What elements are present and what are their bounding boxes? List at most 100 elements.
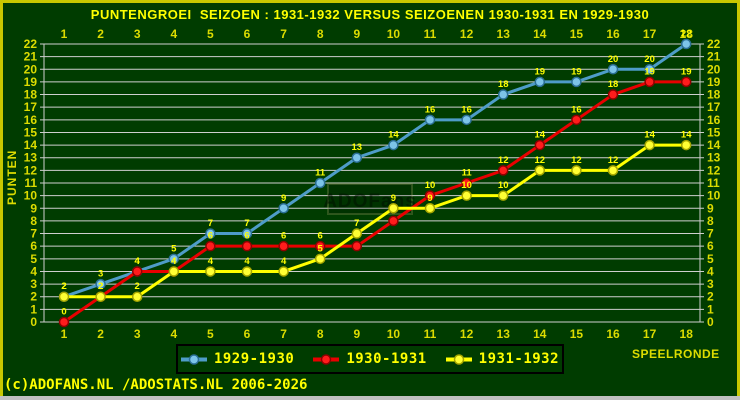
plot-frame	[43, 43, 701, 323]
svg-text:11: 11	[424, 327, 437, 341]
copyright-text: (c)ADOFANS.NL /ADOSTATS.NL 2006-2026	[4, 377, 308, 393]
svg-text:10: 10	[387, 27, 401, 41]
x-axis-labels: 1122334455667788991010111112121313141415…	[61, 27, 694, 341]
data-point-marker	[497, 165, 509, 176]
data-point-label: 4	[208, 256, 214, 267]
svg-text:13: 13	[497, 27, 511, 41]
data-point-marker	[607, 89, 619, 100]
legend-item-label: 1929-1930	[213, 351, 295, 367]
legend-item-1929-1930: 1929-1930	[180, 351, 295, 367]
series-line	[63, 80, 687, 324]
svg-text:15: 15	[24, 125, 38, 139]
data-point-label: 14	[535, 130, 546, 141]
svg-text:18: 18	[680, 327, 694, 341]
x-axis-title: SPEELRONDE	[632, 347, 720, 361]
data-point-label: 9	[281, 193, 286, 204]
legend-item-1931-1932: 1931-1932	[445, 351, 560, 367]
data-point-marker	[680, 139, 692, 151]
data-point-marker	[95, 278, 106, 290]
data-point-marker	[241, 240, 253, 252]
svg-text:8: 8	[30, 214, 37, 228]
svg-text:7: 7	[707, 227, 714, 241]
svg-text:13: 13	[497, 327, 511, 341]
data-point-label: 3	[98, 269, 103, 280]
svg-text:15: 15	[570, 327, 584, 341]
data-point-label: 4	[281, 256, 287, 267]
data-point-marker	[388, 215, 399, 227]
svg-text:22: 22	[24, 37, 38, 51]
svg-text:1: 1	[30, 302, 37, 316]
data-point-label: 12	[535, 155, 546, 166]
data-point-marker	[424, 114, 436, 126]
data-point-label: 16	[461, 104, 472, 115]
data-point-marker	[351, 240, 363, 252]
data-point-label: 0	[61, 307, 66, 318]
svg-text:12: 12	[707, 163, 721, 177]
svg-text:14: 14	[24, 138, 38, 152]
svg-text:6: 6	[707, 239, 714, 253]
legend-marker-icon	[180, 353, 207, 365]
svg-text:6: 6	[30, 239, 37, 253]
legend-item-1930-1931: 1930-1931	[313, 351, 426, 367]
data-point-marker	[351, 228, 363, 239]
data-point-label: 4	[171, 256, 177, 267]
data-point-label: 4	[135, 256, 141, 267]
legend-item-label: 1930-1931	[346, 351, 427, 367]
data-point-label: 16	[571, 104, 582, 115]
svg-text:3: 3	[707, 277, 714, 291]
svg-text:6: 6	[244, 27, 251, 41]
data-point-marker	[571, 114, 582, 126]
data-point-label: 11	[462, 168, 473, 179]
svg-text:16: 16	[606, 327, 620, 341]
data-point-marker	[607, 165, 619, 176]
svg-text:22: 22	[707, 37, 721, 51]
svg-text:16: 16	[24, 113, 38, 127]
data-point-marker	[168, 253, 180, 265]
data-point-marker	[424, 203, 436, 214]
data-point-marker	[388, 203, 399, 214]
data-point-marker	[58, 291, 70, 302]
data-point-label: 10	[498, 180, 509, 191]
data-point-label: 9	[391, 193, 396, 204]
data-point-marker	[497, 89, 509, 100]
svg-text:2: 2	[97, 27, 104, 41]
data-point-label: 2	[135, 281, 140, 292]
svg-text:10: 10	[24, 189, 38, 203]
data-point-marker	[534, 139, 546, 151]
data-point-marker	[168, 266, 180, 277]
svg-text:8: 8	[707, 214, 714, 228]
svg-text:9: 9	[707, 201, 714, 215]
data-point-label: 13	[352, 142, 363, 153]
series-line	[63, 42, 688, 299]
svg-text:4: 4	[170, 327, 177, 341]
svg-text:12: 12	[460, 27, 474, 41]
svg-text:5: 5	[207, 327, 214, 341]
svg-text:1: 1	[707, 302, 714, 316]
data-point-label: 4	[135, 256, 141, 267]
data-point-marker	[461, 190, 472, 201]
data-point-label: 22	[681, 29, 692, 40]
data-point-label: 4	[171, 256, 177, 267]
legend-item-label: 1931-1932	[478, 351, 560, 367]
svg-text:9: 9	[353, 27, 360, 41]
window-border-left	[0, 0, 3, 396]
data-point-label: 6	[208, 231, 213, 242]
data-point-marker	[278, 203, 289, 214]
data-point-label: 9	[427, 193, 432, 204]
svg-text:5: 5	[707, 252, 714, 266]
data-point-label: 20	[644, 54, 655, 65]
data-point-marker	[278, 266, 289, 277]
data-point-label: 16	[425, 104, 436, 115]
svg-text:4: 4	[30, 264, 37, 278]
svg-text:3: 3	[30, 277, 37, 291]
data-point-label: 20	[608, 54, 619, 65]
data-point-marker	[644, 76, 655, 88]
data-point-label: 7	[208, 218, 213, 229]
data-point-label: 2	[98, 281, 103, 292]
window-border-right	[737, 0, 740, 396]
data-point-marker	[571, 76, 582, 88]
data-point-label: 5	[171, 243, 177, 254]
data-point-marker	[534, 76, 546, 88]
y-axis-title: PUNTEN	[5, 149, 19, 205]
